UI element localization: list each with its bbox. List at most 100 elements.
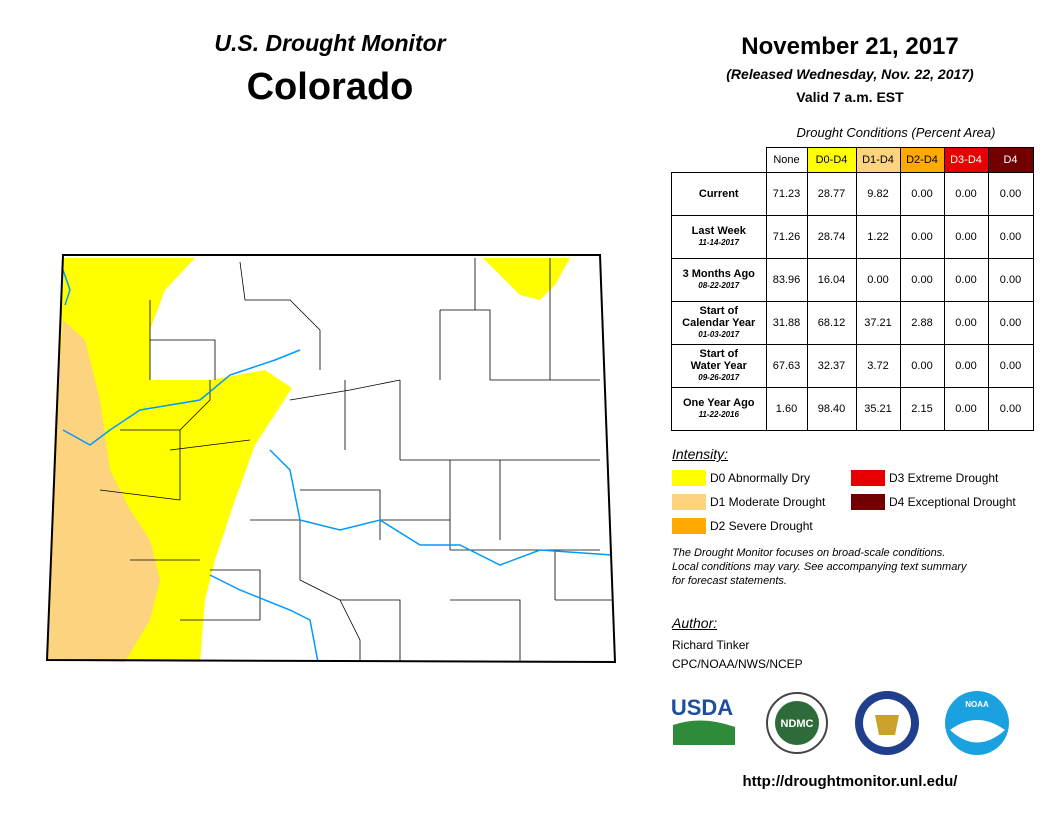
cell: 2.15 bbox=[899, 386, 945, 431]
logo-shape bbox=[875, 715, 899, 735]
column-header: D1-D4 bbox=[855, 147, 901, 173]
legend-swatch bbox=[672, 518, 706, 534]
rivers bbox=[62, 269, 613, 663]
note: The Drought Monitor focuses on broad-sca… bbox=[672, 546, 966, 588]
cell: 0.00 bbox=[899, 214, 945, 259]
author-title: Author: bbox=[672, 615, 718, 631]
cell: 83.96 bbox=[765, 257, 808, 302]
note-line: Local conditions may vary. See accompany… bbox=[672, 561, 967, 573]
legend-label: D1 Moderate Drought bbox=[710, 495, 826, 509]
logo: NOAA bbox=[965, 700, 989, 709]
row-date: 11-22-2016 bbox=[698, 409, 739, 419]
row-label: 3 Months Ago 08-22-2017 bbox=[671, 257, 767, 302]
table-row: Current 71.23 28.77 9.82 0.00 0.00 0.00 bbox=[671, 171, 1034, 216]
valid: Valid 7 a.m. EST bbox=[796, 89, 904, 105]
header-row: None D0-D4 D1-D4 D2-D4 D3-D4 D4 bbox=[672, 147, 1034, 173]
column-header: D0-D4 bbox=[806, 147, 857, 173]
cell: 0.00 bbox=[899, 343, 945, 388]
cell: 9.82 bbox=[855, 171, 901, 216]
column-header: D3-D4 bbox=[943, 147, 989, 173]
row-label-line: 3 Months Ago bbox=[682, 267, 755, 280]
state-border bbox=[45, 254, 617, 664]
legend-swatch bbox=[851, 470, 885, 486]
cell: 16.04 bbox=[806, 257, 857, 302]
legend-swatch bbox=[851, 494, 885, 510]
legend-label: D3 Extreme Drought bbox=[889, 471, 999, 485]
cell: 3.72 bbox=[855, 343, 901, 388]
logos: USDA NDMC NOAA bbox=[671, 691, 1009, 755]
legend-label: D0 Abnormally Dry bbox=[710, 471, 811, 485]
cell: 67.63 bbox=[765, 343, 808, 388]
table-row: Start of Water Year 09-26-2017 67.63 32.37 3.… bbox=[671, 343, 1034, 388]
cell: 0.00 bbox=[943, 257, 989, 302]
cell: 0.00 bbox=[943, 343, 989, 388]
author-org: CPC/NOAA/NWS/NCEP bbox=[672, 657, 803, 671]
cell: 1.22 bbox=[855, 214, 901, 259]
column-header: D2-D4 bbox=[899, 147, 945, 173]
cell: 71.26 bbox=[765, 214, 808, 259]
cell: 0.00 bbox=[855, 257, 901, 302]
cell: 0.00 bbox=[943, 300, 989, 345]
county-lines bbox=[99, 258, 612, 662]
cell: 35.21 bbox=[855, 386, 901, 431]
logo: NDMC bbox=[781, 718, 814, 730]
table-row: Start of Calendar Year 01-03-2017 31.88 68.1… bbox=[671, 300, 1034, 345]
column-header: None bbox=[765, 147, 808, 173]
row-label-line: Calendar Year bbox=[682, 316, 756, 329]
legend-title: Intensity: bbox=[672, 446, 729, 462]
state: Colorado bbox=[246, 66, 414, 108]
row-label: Current bbox=[671, 171, 767, 216]
cell: 28.77 bbox=[806, 171, 857, 216]
logo-shape bbox=[775, 701, 819, 745]
cell: 0.00 bbox=[943, 214, 989, 259]
cell: 0.00 bbox=[943, 386, 989, 431]
cell: 0.00 bbox=[987, 386, 1034, 431]
table-row: One Year Ago 11-22-2016 1.60 98.40 35.21 2.15… bbox=[671, 386, 1034, 431]
cell: 68.12 bbox=[806, 300, 857, 345]
corner bbox=[672, 148, 767, 173]
legend-swatch bbox=[672, 470, 706, 486]
legend-swatch bbox=[672, 494, 706, 510]
legend-label: D4 Exceptional Drought bbox=[889, 495, 1016, 509]
cell: 1.60 bbox=[765, 386, 808, 431]
d0-area bbox=[483, 258, 570, 300]
table-row: Last Week 11-14-2017 71.26 28.74 1.22 0.00 0.0… bbox=[671, 214, 1034, 259]
cell: 0.00 bbox=[987, 257, 1034, 302]
cell: 37.21 bbox=[855, 300, 901, 345]
row-label-line: Water Year bbox=[690, 359, 747, 372]
released: (Released Wednesday, Nov. 22, 2017) bbox=[726, 66, 974, 82]
row-label-line: Last Week bbox=[691, 224, 746, 237]
author-name: Richard Tinker bbox=[672, 638, 750, 652]
row-label: One Year Ago 11-22-2016 bbox=[671, 386, 767, 431]
note-line: The Drought Monitor focuses on broad-sca… bbox=[672, 547, 946, 559]
table-caption: Drought Conditions (Percent Area) bbox=[796, 125, 996, 140]
logo-shape bbox=[673, 720, 735, 745]
row-date: 11-14-2017 bbox=[698, 237, 739, 247]
conditions-table: None D0-D4 D1-D4 D2-D4 D3-D4 D4 Current 71.23 28… bbox=[671, 147, 1034, 431]
cell: 2.88 bbox=[899, 300, 945, 345]
row-label: Start of Water Year 09-26-2017 bbox=[671, 343, 767, 388]
cell: 0.00 bbox=[987, 214, 1034, 259]
cell: 0.00 bbox=[943, 171, 989, 216]
row-date: 09-26-2017 bbox=[698, 372, 740, 382]
cell: 0.00 bbox=[987, 343, 1034, 388]
row-label: Start of Calendar Year 01-03-2017 bbox=[671, 300, 767, 345]
logo: USDA bbox=[671, 695, 733, 720]
row-date: 01-03-2017 bbox=[698, 329, 740, 339]
cell: 28.74 bbox=[806, 214, 857, 259]
d1-area bbox=[47, 320, 160, 662]
cell: 98.40 bbox=[806, 386, 857, 431]
legend-label: D2 Severe Drought bbox=[710, 519, 813, 533]
url[interactable]: http://droughtmonitor.unl.edu/ bbox=[742, 773, 958, 790]
map bbox=[45, 254, 617, 664]
cell: 0.00 bbox=[899, 171, 945, 216]
cell: 0.00 bbox=[987, 171, 1034, 216]
table-row: 3 Months Ago 08-22-2017 83.96 16.04 0.00 0.00… bbox=[671, 257, 1034, 302]
row-label-line: One Year Ago bbox=[682, 396, 755, 409]
cell: 0.00 bbox=[987, 300, 1034, 345]
column-header: D4 bbox=[987, 147, 1034, 173]
date: November 21, 2017 bbox=[741, 33, 959, 60]
cell: 71.23 bbox=[765, 171, 808, 216]
cell: 32.37 bbox=[806, 343, 857, 388]
